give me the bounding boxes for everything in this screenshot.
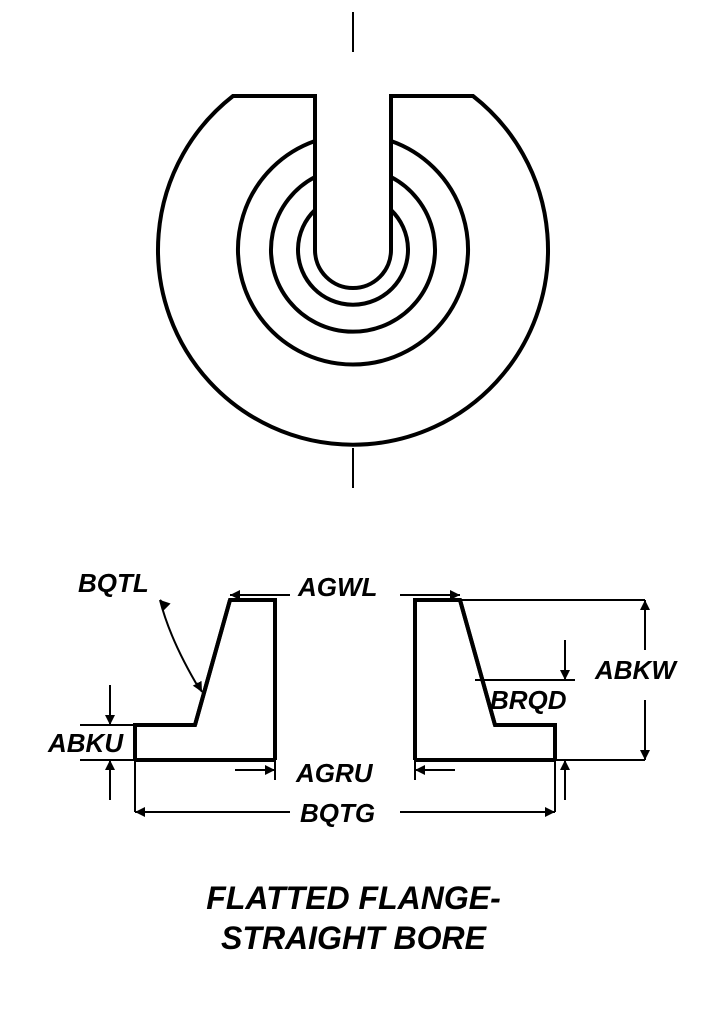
label-agru: AGRU	[296, 758, 373, 789]
diagram-canvas	[0, 0, 707, 1017]
title-line2: STRAIGHT BORE	[0, 920, 707, 957]
label-abku: ABKU	[48, 728, 123, 759]
label-brqd: BRQD	[490, 685, 567, 716]
label-bqtl: BQTL	[78, 568, 149, 599]
label-abkw: ABKW	[595, 655, 676, 686]
title-line1: FLATTED FLANGE-	[0, 880, 707, 917]
label-bqtg: BQTG	[300, 798, 375, 829]
label-agwl: AGWL	[298, 572, 377, 603]
top-view	[158, 12, 548, 488]
